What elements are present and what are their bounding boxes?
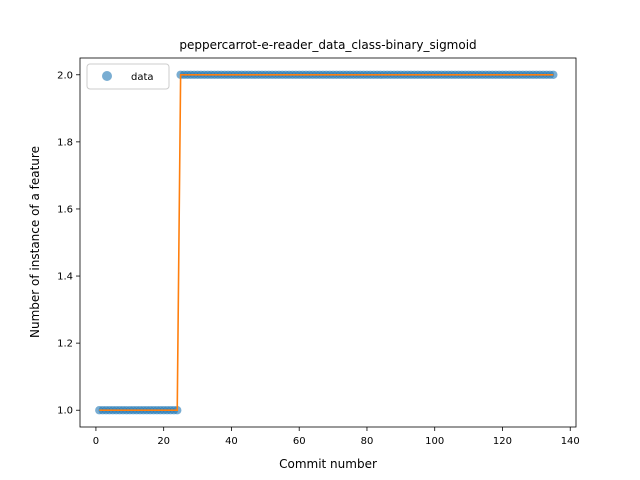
y-axis-label: Number of instance of a feature <box>28 146 42 338</box>
x-tick-label: 0 <box>93 436 99 447</box>
x-tick-label: 20 <box>157 436 170 447</box>
x-tick-label: 40 <box>225 436 238 447</box>
x-tick-label: 120 <box>493 436 512 447</box>
fit-line <box>99 73 554 412</box>
x-axis-ticks: 0 20 40 60 80 100 120 140 <box>93 427 580 447</box>
y-axis-ticks: 1.0 1.2 1.4 1.6 1.8 2.0 <box>57 70 80 417</box>
x-axis-label: Commit number <box>279 457 377 471</box>
legend-label-data: data <box>131 72 154 83</box>
y-tick-label: 1.6 <box>57 204 73 215</box>
y-tick-label: 1.4 <box>57 272 73 283</box>
legend-box <box>86 63 170 90</box>
x-tick-label: 140 <box>561 436 580 447</box>
x-tick-label: 60 <box>293 436 306 447</box>
legend: data <box>86 63 170 90</box>
plot-marks <box>95 70 558 415</box>
y-tick-label: 1.0 <box>57 406 73 417</box>
y-tick-label: 2.0 <box>57 70 73 81</box>
axes-frame <box>79 57 577 428</box>
x-tick-label: 80 <box>361 436 374 447</box>
x-tick-label: 100 <box>425 436 444 447</box>
y-tick-label: 1.2 <box>57 339 73 350</box>
legend-marker-data <box>102 71 112 81</box>
y-tick-label: 1.8 <box>57 137 73 148</box>
chart-title: peppercarrot-e-reader_data_class-binary_… <box>179 38 476 52</box>
